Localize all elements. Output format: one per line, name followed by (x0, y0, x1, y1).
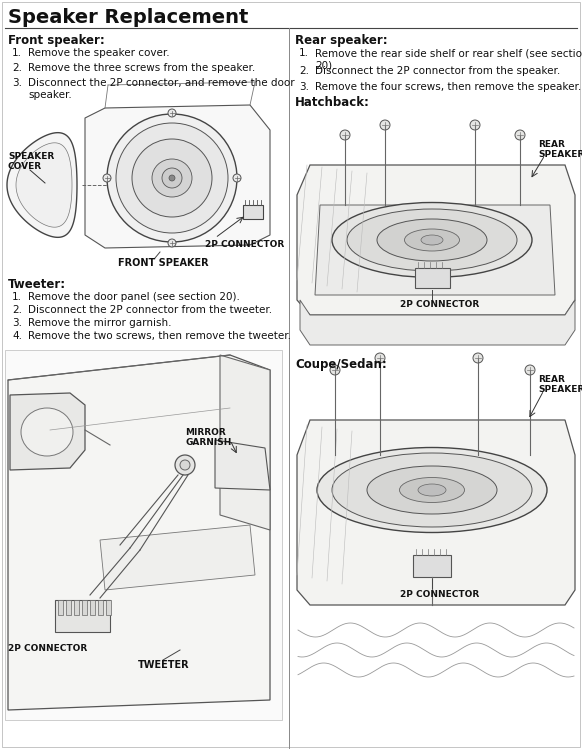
Polygon shape (16, 143, 72, 227)
Ellipse shape (132, 139, 212, 217)
FancyBboxPatch shape (413, 555, 451, 577)
Text: SPEAKER: SPEAKER (538, 385, 582, 394)
Circle shape (330, 365, 340, 375)
Text: 2P CONNECTOR: 2P CONNECTOR (8, 644, 87, 653)
Text: 3.: 3. (12, 318, 22, 328)
Circle shape (375, 353, 385, 363)
Text: 2P CONNECTOR: 2P CONNECTOR (205, 240, 284, 249)
Ellipse shape (377, 219, 487, 261)
Ellipse shape (404, 229, 460, 251)
Ellipse shape (332, 202, 532, 277)
Ellipse shape (21, 408, 73, 456)
Circle shape (162, 168, 182, 188)
Text: 2P CONNECTOR: 2P CONNECTOR (400, 300, 479, 309)
Ellipse shape (418, 484, 446, 496)
Polygon shape (7, 133, 77, 237)
Circle shape (380, 120, 390, 130)
FancyBboxPatch shape (74, 600, 79, 615)
Ellipse shape (399, 478, 464, 503)
Text: Front speaker:: Front speaker: (8, 34, 105, 47)
Text: Remove the rear side shelf or rear shelf (see section: Remove the rear side shelf or rear shelf… (315, 48, 582, 58)
Text: Remove the mirror garnish.: Remove the mirror garnish. (28, 318, 172, 328)
Circle shape (168, 109, 176, 117)
Polygon shape (315, 205, 555, 295)
Text: Remove the three screws from the speaker.: Remove the three screws from the speaker… (28, 63, 255, 73)
Ellipse shape (317, 447, 547, 533)
Ellipse shape (367, 466, 497, 514)
Polygon shape (300, 300, 575, 345)
Text: 3.: 3. (299, 82, 309, 92)
Text: 1.: 1. (12, 292, 22, 302)
Polygon shape (220, 355, 270, 530)
Circle shape (525, 365, 535, 375)
FancyBboxPatch shape (82, 600, 87, 615)
Ellipse shape (347, 209, 517, 271)
Text: GARNISH: GARNISH (185, 438, 232, 447)
Ellipse shape (421, 235, 443, 245)
Text: Disconnect the 2P connector from the tweeter.: Disconnect the 2P connector from the twe… (28, 305, 272, 315)
Text: COVER: COVER (8, 162, 42, 171)
Polygon shape (100, 525, 255, 590)
Text: 2P CONNECTOR: 2P CONNECTOR (400, 590, 479, 599)
Text: 2.: 2. (299, 66, 309, 76)
FancyBboxPatch shape (5, 350, 282, 720)
Text: Rear speaker:: Rear speaker: (295, 34, 388, 47)
FancyBboxPatch shape (243, 205, 263, 219)
Polygon shape (8, 355, 270, 710)
Circle shape (180, 460, 190, 470)
Text: Coupe/Sedan:: Coupe/Sedan: (295, 358, 387, 371)
Circle shape (168, 239, 176, 247)
Circle shape (515, 130, 525, 140)
Text: Remove the four screws, then remove the speaker.: Remove the four screws, then remove the … (315, 82, 581, 92)
Text: 3.: 3. (12, 78, 22, 88)
FancyBboxPatch shape (90, 600, 95, 615)
Text: Disconnect the 2P connector from the speaker.: Disconnect the 2P connector from the spe… (315, 66, 560, 76)
Text: 1.: 1. (12, 48, 22, 58)
Circle shape (169, 175, 175, 181)
Text: FRONT SPEAKER: FRONT SPEAKER (118, 258, 208, 268)
Circle shape (470, 120, 480, 130)
Ellipse shape (116, 123, 228, 233)
Polygon shape (215, 440, 270, 490)
Text: 2.: 2. (12, 63, 22, 73)
Ellipse shape (152, 159, 192, 197)
Circle shape (175, 455, 195, 475)
Text: speaker.: speaker. (28, 90, 72, 100)
Polygon shape (297, 165, 575, 315)
Circle shape (473, 353, 483, 363)
FancyBboxPatch shape (58, 600, 63, 615)
Text: 4.: 4. (12, 331, 22, 341)
Text: Remove the speaker cover.: Remove the speaker cover. (28, 48, 169, 58)
FancyBboxPatch shape (98, 600, 103, 615)
Text: Speaker Replacement: Speaker Replacement (8, 8, 249, 27)
Text: REAR: REAR (538, 375, 565, 384)
Text: Tweeter:: Tweeter: (8, 278, 66, 291)
FancyBboxPatch shape (106, 600, 111, 615)
Text: Remove the door panel (see section 20).: Remove the door panel (see section 20). (28, 292, 240, 302)
FancyBboxPatch shape (415, 268, 450, 288)
Circle shape (340, 130, 350, 140)
Text: 20).: 20). (315, 60, 335, 70)
FancyBboxPatch shape (55, 600, 110, 632)
Text: Hatchback:: Hatchback: (295, 96, 370, 109)
Polygon shape (297, 420, 575, 605)
Ellipse shape (107, 114, 237, 242)
Polygon shape (10, 393, 85, 470)
Text: MIRROR: MIRROR (185, 428, 226, 437)
Text: SPEAKER: SPEAKER (8, 152, 54, 161)
Polygon shape (85, 105, 270, 248)
Text: TWEETER: TWEETER (138, 660, 190, 670)
Ellipse shape (332, 453, 532, 527)
Circle shape (233, 174, 241, 182)
FancyBboxPatch shape (66, 600, 71, 615)
Text: REAR: REAR (538, 140, 565, 149)
Circle shape (103, 174, 111, 182)
Text: Remove the two screws, then remove the tweeter.: Remove the two screws, then remove the t… (28, 331, 291, 341)
Text: 1.: 1. (299, 48, 309, 58)
Text: Disconnect the 2P connector, and remove the door: Disconnect the 2P connector, and remove … (28, 78, 294, 88)
Text: SPEAKER: SPEAKER (538, 150, 582, 159)
Text: 2.: 2. (12, 305, 22, 315)
